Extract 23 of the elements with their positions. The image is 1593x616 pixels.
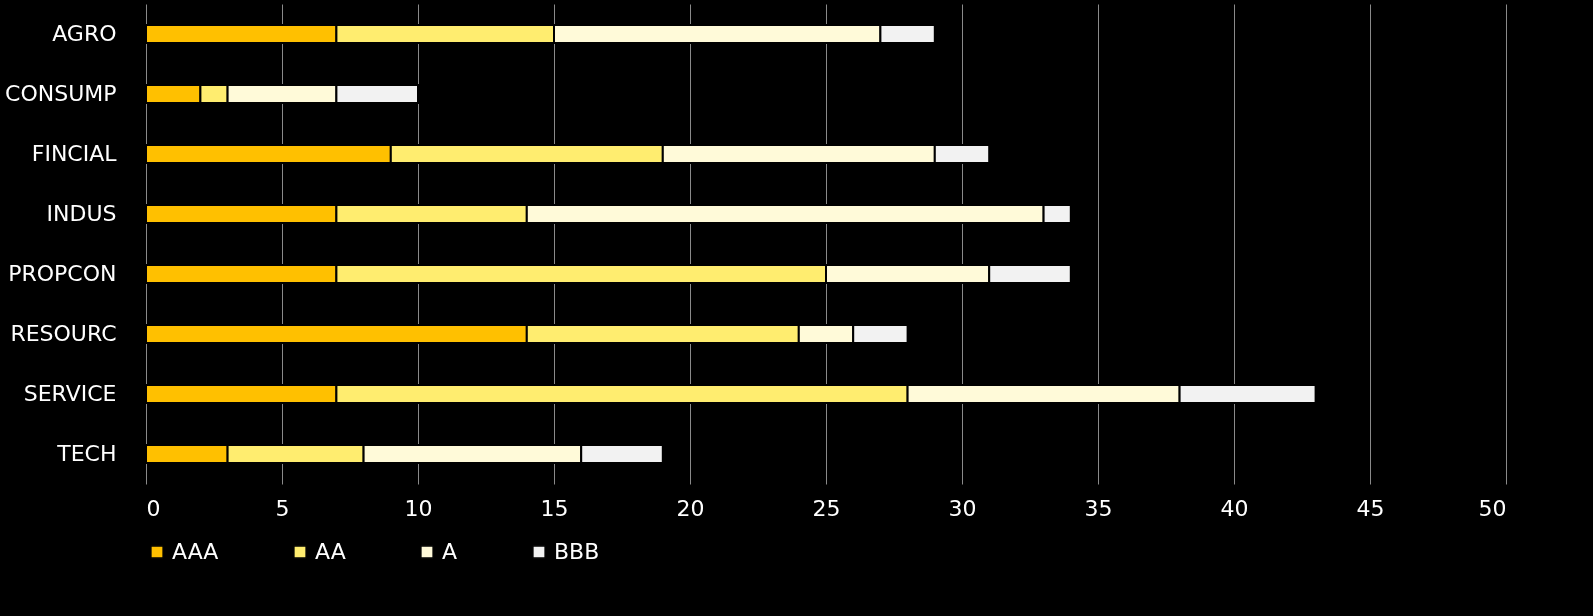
x-tick-label: 30 [948, 495, 977, 521]
x-tick-label: 15 [540, 495, 569, 521]
y-tick-label: SERVICE [23, 381, 117, 406]
x-tick-label: 20 [676, 495, 705, 521]
x-tick-label: 35 [1084, 495, 1113, 521]
x-tick-label: 10 [404, 495, 433, 521]
y-tick-label: TECH [56, 441, 117, 466]
legend-label: AA [315, 539, 346, 564]
x-tick-label: 5 [275, 495, 290, 521]
x-tick-label: 40 [1220, 495, 1249, 521]
legend-label: BBB [554, 539, 600, 564]
y-tick-label: CONSUMP [5, 81, 117, 106]
y-tick-label: AGRO [52, 21, 117, 46]
x-tick-label: 25 [812, 495, 841, 521]
y-tick-label: INDUS [46, 201, 117, 226]
x-tick-label: 0 [146, 495, 161, 521]
y-tick-label: FINCIAL [31, 141, 118, 166]
x-tick-label: 45 [1356, 495, 1385, 521]
y-tick-label: RESOURC [10, 321, 117, 346]
legend-label: A [442, 539, 458, 564]
legend-label: AAA [172, 539, 219, 564]
x-tick-label: 50 [1478, 495, 1507, 521]
y-tick-label: PROPCON [8, 261, 117, 286]
